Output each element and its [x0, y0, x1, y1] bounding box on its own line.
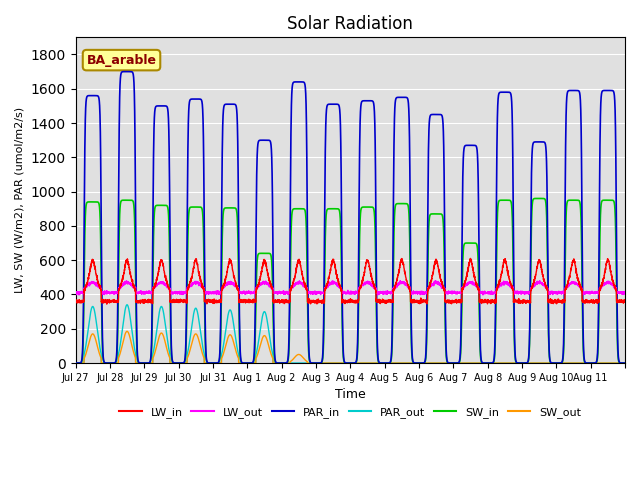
Y-axis label: LW, SW (W/m2), PAR (umol/m2/s): LW, SW (W/m2), PAR (umol/m2/s)	[15, 107, 25, 293]
Title: Solar Radiation: Solar Radiation	[287, 15, 413, 33]
Text: BA_arable: BA_arable	[86, 54, 157, 67]
X-axis label: Time: Time	[335, 388, 365, 401]
Legend: LW_in, LW_out, PAR_in, PAR_out, SW_in, SW_out: LW_in, LW_out, PAR_in, PAR_out, SW_in, S…	[115, 403, 586, 422]
